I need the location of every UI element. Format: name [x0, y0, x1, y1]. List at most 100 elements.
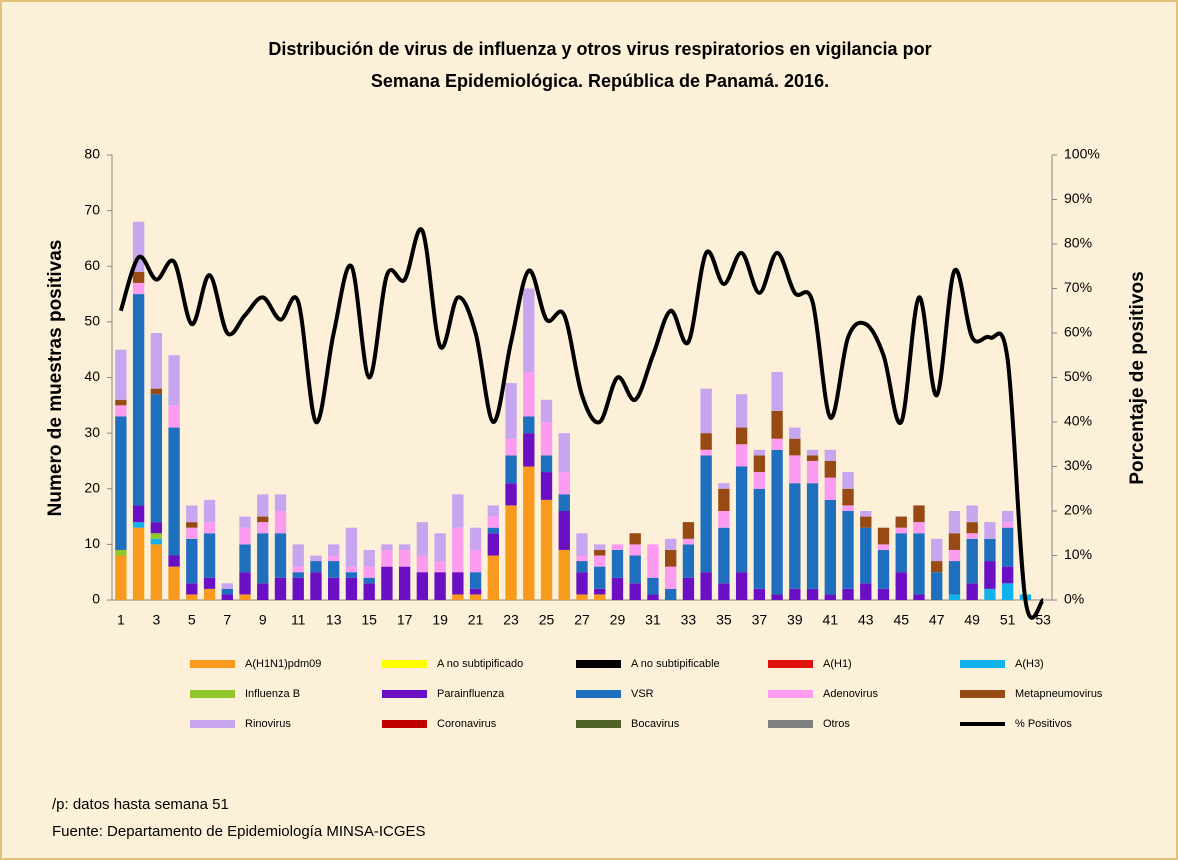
bar	[700, 433, 712, 450]
y-tick-label: 10	[84, 535, 100, 551]
bar	[132, 527, 145, 600]
bar	[505, 383, 517, 439]
bar	[647, 594, 659, 600]
bar	[931, 561, 943, 573]
bar	[416, 572, 429, 600]
legend-label: Influenza B	[245, 688, 300, 700]
legend-label: Rinovirus	[245, 718, 291, 730]
bar	[806, 483, 819, 589]
legend-label: A(H1N1)pdm09	[245, 658, 321, 670]
legend-label: A no subtipificable	[631, 658, 720, 670]
bar	[523, 416, 535, 434]
bar	[150, 388, 163, 395]
bar	[665, 538, 677, 550]
bar	[239, 544, 251, 573]
legend-swatch	[382, 690, 427, 698]
legend-label: A no subtipificado	[437, 658, 523, 670]
bar	[168, 355, 180, 406]
bar	[132, 294, 145, 506]
y2-tick-label: 10%	[1064, 546, 1092, 562]
bar	[345, 566, 358, 573]
bar	[239, 527, 251, 545]
bar	[203, 577, 216, 589]
bar	[487, 505, 499, 517]
bar	[310, 555, 322, 562]
bar	[434, 533, 446, 562]
y2-tick-label: 70%	[1064, 279, 1092, 295]
y2-tick-label: 30%	[1064, 457, 1092, 473]
bar	[824, 499, 836, 595]
bar	[931, 572, 943, 600]
bar	[913, 505, 925, 523]
bar	[735, 572, 748, 600]
bar	[611, 544, 624, 550]
bar	[753, 449, 766, 456]
bar	[505, 455, 517, 484]
bar	[398, 544, 411, 550]
legend-label: Otros	[823, 718, 850, 730]
legend-swatch	[190, 660, 235, 668]
y2-tick-label: 80%	[1064, 235, 1092, 251]
bar	[150, 538, 163, 545]
legend-swatch	[768, 660, 813, 668]
bar	[328, 544, 340, 556]
bar	[789, 483, 801, 589]
note: Fuente: Departamento de Epidemiología MI…	[52, 823, 426, 840]
bar	[381, 544, 393, 550]
bar	[523, 433, 535, 467]
legend-label: VSR	[631, 688, 654, 700]
bar	[860, 516, 872, 528]
bar	[505, 483, 517, 506]
bar	[363, 583, 375, 600]
bar	[469, 572, 482, 589]
bar	[700, 572, 712, 600]
legend-swatch	[190, 690, 235, 698]
bar	[150, 394, 163, 523]
bar	[328, 561, 340, 578]
bar	[700, 455, 712, 573]
bar	[806, 460, 819, 484]
x-tick-label: 17	[397, 612, 413, 628]
bar	[931, 538, 943, 562]
bar	[186, 583, 198, 595]
bar	[203, 499, 216, 523]
x-tick-label: 27	[574, 612, 590, 628]
bar	[186, 594, 198, 600]
y2-tick-label: 0%	[1064, 591, 1084, 607]
x-tick-label: 35	[716, 612, 732, 628]
bar	[629, 555, 641, 584]
bar	[186, 522, 198, 528]
bar	[948, 561, 961, 595]
x-tick-label: 43	[858, 612, 874, 628]
bar	[257, 522, 269, 534]
legend-label: Coronavirus	[437, 718, 497, 730]
bar	[611, 577, 624, 600]
bar	[310, 572, 322, 600]
bar	[434, 561, 446, 573]
legend-label: % Positivos	[1015, 718, 1072, 730]
bar	[771, 371, 783, 411]
bar	[594, 549, 606, 556]
y-tick-label: 30	[84, 424, 100, 440]
bar	[700, 388, 712, 434]
bar	[115, 349, 127, 400]
x-tick-label: 45	[893, 612, 909, 628]
bar	[416, 555, 429, 573]
x-tick-label: 49	[964, 612, 980, 628]
y2-tick-label: 100%	[1064, 146, 1100, 162]
bar	[487, 555, 499, 600]
bar	[647, 577, 659, 595]
bar	[984, 538, 996, 562]
bar	[629, 533, 641, 545]
x-tick-label: 41	[823, 612, 839, 628]
line	[118, 227, 1046, 620]
y2-tick-label: 90%	[1064, 190, 1092, 206]
bar	[381, 566, 393, 600]
bar	[576, 594, 588, 600]
bar	[771, 410, 783, 439]
bar	[168, 427, 180, 556]
bar	[558, 511, 570, 550]
bar	[913, 533, 925, 595]
bar	[452, 594, 464, 600]
